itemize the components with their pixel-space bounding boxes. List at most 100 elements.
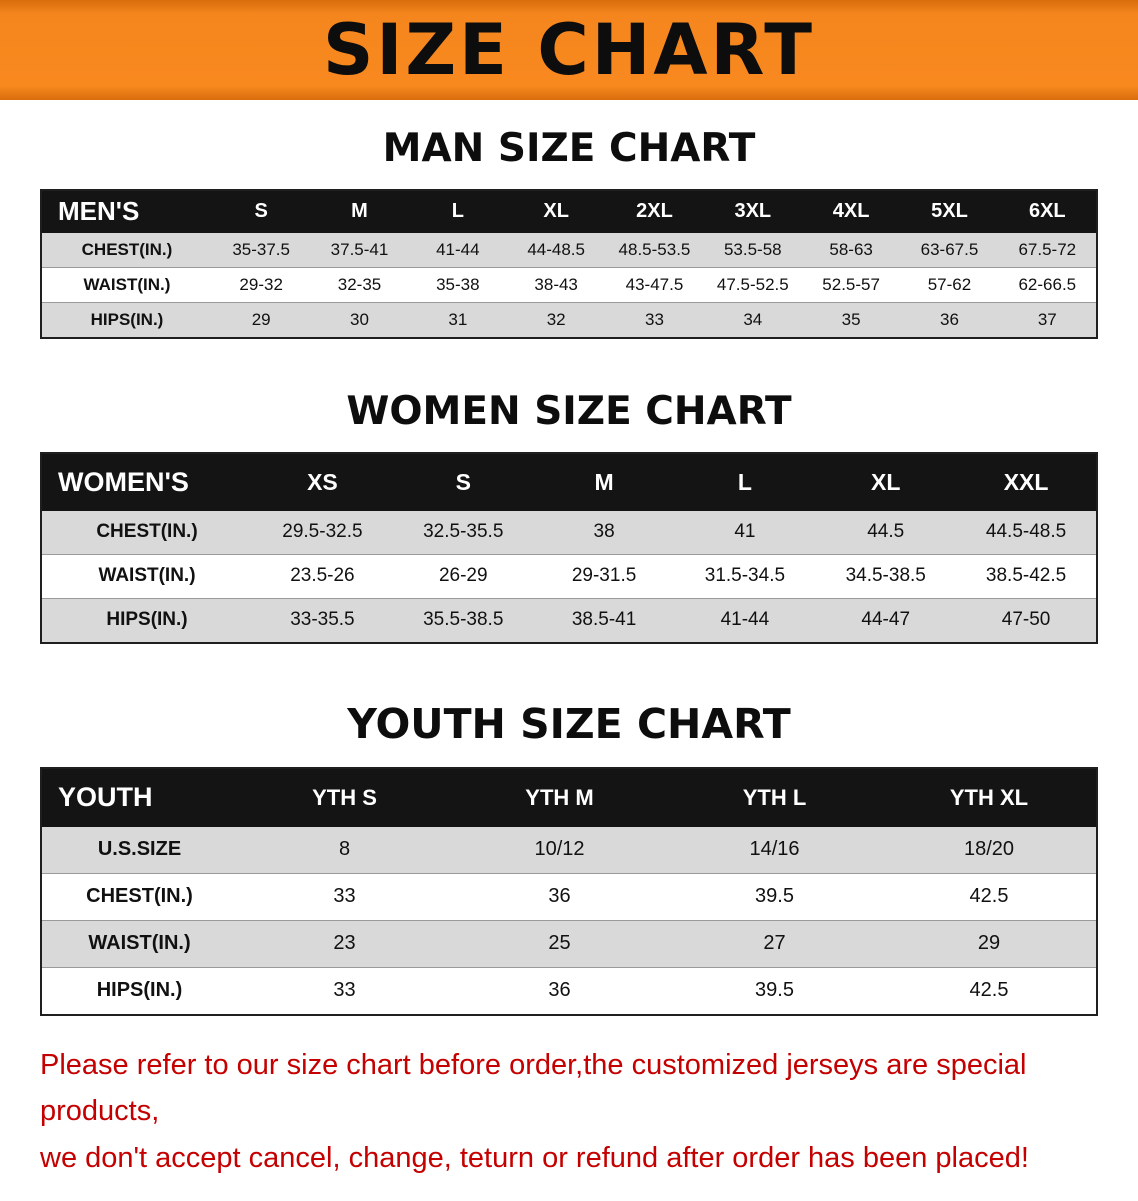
size-header-cell: YTH L	[742, 784, 807, 810]
value-cell: 32.5-35.5	[423, 521, 504, 543]
table-row: HIPS(IN.) 33 36 39.5 42.5	[41, 967, 1097, 1015]
row-label-cell: WAIST(IN.)	[88, 932, 191, 955]
banner-title: SIZE CHART	[322, 9, 816, 91]
womens-size-table: WOMEN'S XS S M L XL XXL CHEST(IN.) 29.5-32.5 32.5…	[40, 451, 1098, 644]
row-label-cell: HIPS(IN.)	[96, 979, 183, 1002]
value-cell: 37.5-41	[330, 239, 389, 259]
table-title-cell: YOUTH	[58, 782, 153, 813]
women-size-chart-heading: WOMEN SIZE CHART	[346, 388, 792, 434]
value-cell: 36	[548, 979, 571, 1002]
table-header-row: MEN'S S M L XL 2XL 3XL 4XL 5XL 6XL	[41, 189, 1097, 233]
value-cell: 25	[548, 932, 571, 955]
size-header-cell: XL	[543, 200, 569, 223]
value-cell: 14/16	[749, 838, 800, 861]
table-row: CHEST(IN.) 35-37.5 37.5-41 41-44 44-48.5 48.5…	[41, 232, 1097, 268]
size-header-cell: 6XL	[1028, 200, 1066, 223]
table-row: CHEST(IN.) 33 36 39.5 42.5	[41, 873, 1097, 921]
table-title-cell: MEN'S	[58, 196, 140, 227]
value-cell: 38-43	[534, 274, 578, 294]
value-cell: 38	[593, 521, 615, 543]
table-row: WAIST(IN.) 23.5-26 26-29 29-31.5 31.5-34.5 34…	[41, 554, 1097, 599]
man-size-chart-section: MAN SIZE CHART MEN'S S M L XL 2XL 3XL 4XL 5XL 6XL…	[0, 126, 1138, 339]
disclaimer-line-2: we don't accept cancel, change, teturn o…	[40, 1141, 1029, 1174]
value-cell: 34.5-38.5	[845, 565, 926, 587]
row-label-cell: CHEST(IN.)	[96, 521, 198, 543]
value-cell: 41	[734, 521, 756, 543]
size-header-cell: YTH M	[525, 784, 594, 810]
value-cell: 42.5	[969, 979, 1009, 1002]
size-header-cell: 4XL	[832, 200, 870, 223]
size-header-cell: M	[594, 468, 614, 495]
value-cell: 58-63	[829, 239, 873, 259]
row-label-cell: HIPS(IN.)	[90, 309, 164, 329]
value-cell: 31	[448, 309, 468, 329]
size-header-cell: XS	[307, 468, 338, 495]
size-header-cell: S	[254, 200, 268, 223]
value-cell: 18/20	[963, 838, 1015, 861]
value-cell: 26-29	[438, 565, 488, 587]
value-cell: 33	[645, 309, 664, 329]
size-header-cell: XL	[871, 468, 901, 495]
youth-size-chart-section: YOUTH SIZE CHART YOUTH YTH S YTH M YTH L YTH…	[0, 700, 1138, 1016]
value-cell: 35	[841, 309, 861, 329]
table-header-row: WOMEN'S XS S M L XL XXL	[41, 452, 1097, 511]
row-label-cell: CHEST(IN.)	[81, 239, 173, 259]
value-cell: 53.5-58	[723, 239, 782, 259]
size-header-cell: 5XL	[931, 200, 968, 223]
value-cell: 10/12	[534, 838, 585, 861]
value-cell: 29-31.5	[571, 565, 637, 587]
value-cell: 47.5-52.5	[716, 274, 789, 294]
table-row: U.S.SIZE 8 10/12 14/16 18/20	[41, 826, 1097, 874]
value-cell: 44.5	[867, 521, 905, 543]
value-cell: 47-50	[1001, 609, 1051, 631]
size-header-cell: YTH S	[312, 784, 377, 810]
size-header-cell: L	[451, 200, 464, 223]
table-row: WAIST(IN.) 29-32 32-35 35-38 38-43 43-47.5 47.…	[41, 267, 1097, 303]
value-cell: 35.5-38.5	[423, 609, 504, 631]
table-header-row: YOUTH YTH S YTH M YTH L YTH XL	[41, 767, 1097, 827]
value-cell: 23	[333, 932, 356, 955]
value-cell: 52.5-57	[822, 274, 880, 294]
value-cell: 23.5-26	[290, 565, 355, 587]
value-cell: 29-32	[239, 274, 283, 294]
women-size-chart-section: WOMEN SIZE CHART WOMEN'S XS S M L XL XXL CHEST(…	[0, 389, 1138, 644]
value-cell: 38.5-42.5	[985, 565, 1067, 587]
size-header-cell: L	[737, 468, 752, 495]
value-cell: 38.5-41	[571, 609, 637, 631]
value-cell: 32-35	[337, 274, 382, 294]
value-cell: 33-35.5	[290, 609, 355, 631]
value-cell: 39.5	[755, 885, 794, 908]
value-cell: 44-48.5	[527, 239, 585, 259]
row-label-cell: CHEST(IN.)	[86, 885, 193, 908]
disclaimer-line-1: Please refer to our size chart before or…	[40, 1048, 1027, 1128]
value-cell: 35-37.5	[232, 239, 290, 259]
row-label-cell: U.S.SIZE	[97, 838, 182, 861]
row-label-cell: HIPS(IN.)	[106, 609, 188, 631]
value-cell: 44-47	[861, 609, 911, 631]
size-header-cell: 2XL	[636, 200, 673, 223]
table-row: CHEST(IN.) 29.5-32.5 32.5-35.5 38 41 44.5 44.5…	[41, 510, 1097, 555]
size-header-cell: XXL	[1003, 468, 1049, 495]
disclaimer: Please refer to our size chart before or…	[40, 1042, 1100, 1181]
value-cell: 36	[940, 309, 959, 329]
value-cell: 41-44	[436, 239, 480, 259]
value-cell: 44.5-48.5	[985, 521, 1067, 543]
size-header-cell: 3XL	[734, 200, 772, 223]
value-cell: 30	[350, 309, 369, 329]
value-cell: 62-66.5	[1018, 274, 1077, 294]
table-row: HIPS(IN.) 33-35.5 35.5-38.5 38.5-41 41-44 44-…	[41, 598, 1097, 643]
row-label-cell: WAIST(IN.)	[98, 565, 196, 587]
table-row: HIPS(IN.) 29 30 31 32 33 34 35 36 37	[41, 302, 1097, 338]
value-cell: 41-44	[720, 609, 770, 631]
value-cell: 67.5-72	[1018, 239, 1077, 259]
value-cell: 27	[763, 932, 786, 955]
table-title-cell: WOMEN'S	[58, 466, 189, 497]
value-cell: 35-38	[436, 274, 480, 294]
value-cell: 57-62	[927, 274, 972, 294]
value-cell: 29	[251, 309, 271, 329]
size-header-cell: M	[351, 200, 368, 223]
value-cell: 34	[743, 309, 763, 329]
value-cell: 37	[1037, 309, 1057, 329]
table-row: WAIST(IN.) 23 25 27 29	[41, 920, 1097, 968]
size-header-cell: YTH XL	[949, 784, 1029, 810]
